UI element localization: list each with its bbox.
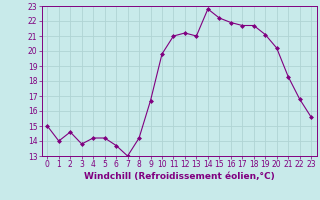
X-axis label: Windchill (Refroidissement éolien,°C): Windchill (Refroidissement éolien,°C) <box>84 172 275 181</box>
